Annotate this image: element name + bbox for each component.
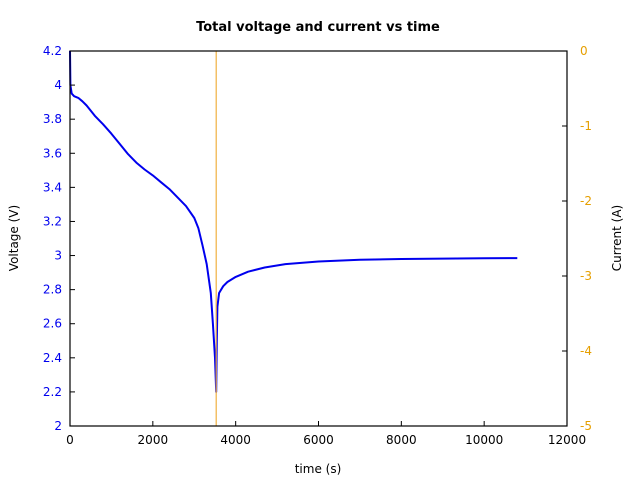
y-tick-label: 3 xyxy=(54,249,62,263)
y-tick-label: 4 xyxy=(54,78,62,92)
x-tick-label: 12000 xyxy=(548,433,586,447)
series-voltage xyxy=(69,50,518,393)
x-axis-label: time (s) xyxy=(295,462,342,476)
plot-frame xyxy=(69,50,568,427)
x-tick-label: 8000 xyxy=(386,433,417,447)
y-axis-label: Voltage (V) xyxy=(7,205,21,271)
y-tick-label: 3.4 xyxy=(43,180,62,194)
y-tick-label: 3.2 xyxy=(43,214,62,228)
y2-tick-label: -1 xyxy=(580,119,592,133)
x-tick-label: 10000 xyxy=(465,433,503,447)
chart-title: Total voltage and current vs time xyxy=(196,20,440,35)
y-tick-label: 3.8 xyxy=(43,112,62,126)
x-tick-label: 4000 xyxy=(220,433,251,447)
y2-tick-label: -5 xyxy=(580,419,592,433)
x-tick-label: 0 xyxy=(66,433,74,447)
y-tick-label: 3.6 xyxy=(43,146,62,160)
x-tick-label: 6000 xyxy=(303,433,334,447)
y-tick-label: 2.6 xyxy=(43,317,62,331)
y2-tick-label: 0 xyxy=(580,44,588,58)
plot-area: 0 2000 4000 6000 8000 10000 12000 2 2.2 2.4 2.6 2.8… xyxy=(43,44,592,447)
y2-tick-label: -2 xyxy=(580,194,592,208)
y2-axis-label: Current (A) xyxy=(610,205,624,271)
y2-tick-label: -3 xyxy=(580,269,592,283)
y-tick-label: 2 xyxy=(54,419,62,433)
y-tick-label: 4.2 xyxy=(43,44,62,58)
y-tick-label: 2.2 xyxy=(43,385,62,399)
y2-tick-label: -4 xyxy=(580,344,592,358)
y-tick-label: 2.4 xyxy=(43,351,62,365)
x-tick-label: 2000 xyxy=(138,433,169,447)
y-tick-label: 2.8 xyxy=(43,283,62,297)
